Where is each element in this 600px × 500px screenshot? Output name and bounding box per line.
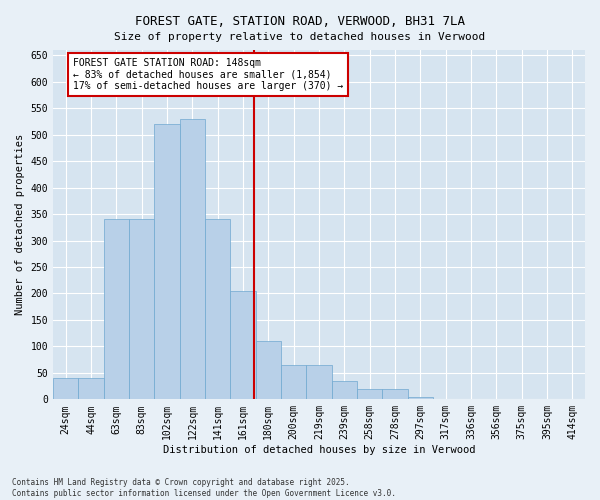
Bar <box>53 378 79 400</box>
Text: Size of property relative to detached houses in Verwood: Size of property relative to detached ho… <box>115 32 485 42</box>
Bar <box>281 365 307 400</box>
Bar <box>407 396 433 400</box>
Text: FOREST GATE STATION ROAD: 148sqm
← 83% of detached houses are smaller (1,854)
17: FOREST GATE STATION ROAD: 148sqm ← 83% o… <box>73 58 344 91</box>
Text: Contains HM Land Registry data © Crown copyright and database right 2025.
Contai: Contains HM Land Registry data © Crown c… <box>12 478 396 498</box>
Bar <box>205 220 230 400</box>
Bar <box>129 220 154 400</box>
Bar <box>357 388 382 400</box>
Bar <box>382 388 407 400</box>
Bar <box>230 291 256 400</box>
Bar <box>307 365 332 400</box>
Bar <box>256 341 281 400</box>
Bar <box>332 381 357 400</box>
X-axis label: Distribution of detached houses by size in Verwood: Distribution of detached houses by size … <box>163 445 475 455</box>
Text: FOREST GATE, STATION ROAD, VERWOOD, BH31 7LA: FOREST GATE, STATION ROAD, VERWOOD, BH31… <box>135 15 465 28</box>
Bar <box>179 119 205 400</box>
Bar <box>154 124 179 400</box>
Bar <box>79 378 104 400</box>
Bar <box>104 220 129 400</box>
Y-axis label: Number of detached properties: Number of detached properties <box>15 134 25 316</box>
